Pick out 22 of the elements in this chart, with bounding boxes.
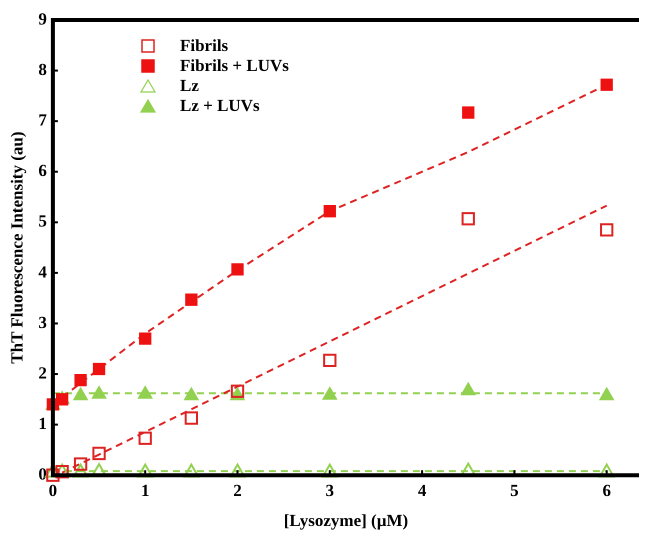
y-tick-label: 2 [38,363,47,382]
legend-label: Lz + LUVs [180,96,260,116]
x-tick-label: 6 [602,480,611,500]
y-tick-label: 8 [38,60,47,79]
y-tick-label: 1 [38,414,47,434]
x-axis-title: [Lysozyme] (µM) [284,511,408,530]
x-tick-label: 4 [418,480,427,500]
legend-label: Fibrils [180,36,228,56]
y-tick-label: 0 [38,464,47,484]
x-tick-label: 2 [233,480,242,500]
y-tick-label: 4 [38,262,48,282]
legend-label: Lz [180,76,199,96]
y-tick-label: 5 [38,212,47,231]
x-tick-label: 1 [140,480,150,500]
legend-label: Fibrils + LUVs [180,56,289,76]
y-tick-label: 7 [38,110,48,130]
y-tick-label: 6 [38,161,47,180]
x-tick-label: 5 [510,480,519,500]
y-axis-title: ThT Fluorescence Intensity (au) [8,132,27,364]
x-tick-label: 3 [326,480,334,500]
y-tick-label: 9 [38,9,47,28]
y-tick-label: 3 [38,312,47,332]
